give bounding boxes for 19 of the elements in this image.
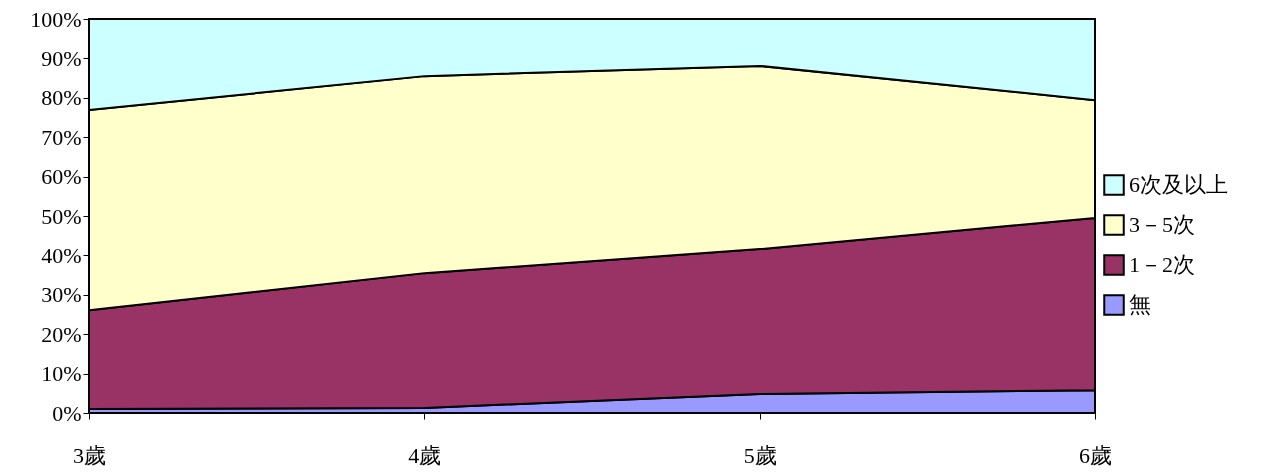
y-tick-label: 50% bbox=[41, 203, 82, 229]
y-tick-label: 70% bbox=[41, 124, 82, 150]
y-tick-label: 100% bbox=[30, 6, 82, 32]
legend-label: 6次及以上 bbox=[1129, 172, 1228, 197]
y-tick-label: 20% bbox=[41, 321, 82, 347]
y-tick-label: 30% bbox=[41, 282, 82, 308]
y-tick-label: 80% bbox=[41, 85, 82, 111]
x-tick-label: 3歲 bbox=[73, 442, 106, 468]
y-tick-label: 0% bbox=[52, 400, 82, 426]
x-tick-label: 5歲 bbox=[743, 442, 777, 468]
y-tick-label: 10% bbox=[41, 361, 82, 387]
legend-label: 1－2次 bbox=[1129, 252, 1195, 277]
x-tick-label: 4歲 bbox=[408, 442, 442, 468]
y-tick-label: 40% bbox=[41, 242, 82, 268]
legend-label: 3－5次 bbox=[1129, 212, 1195, 237]
x-tick-label: 6歲 bbox=[1079, 442, 1112, 468]
y-tick-label: 90% bbox=[41, 45, 82, 71]
legend-label: 無 bbox=[1129, 292, 1151, 317]
y-tick-label: 60% bbox=[41, 164, 82, 190]
